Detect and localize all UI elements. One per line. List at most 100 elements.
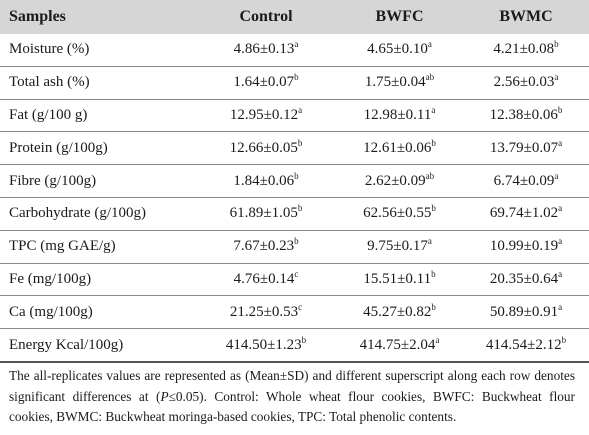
- cell-value: 12.95±0.12: [229, 106, 299, 123]
- cell-value: 61.89±1.05: [229, 205, 298, 222]
- cell-superscript: a: [558, 236, 563, 247]
- cell-value: 13.79±0.07: [489, 139, 559, 156]
- cell-bwfc: 12.61±0.06b: [336, 131, 463, 166]
- cell-control: 414.50±1.23b: [196, 328, 336, 363]
- cell-value: 62.56±0.55: [363, 205, 432, 222]
- cell-bwfc: 4.65±0.10a: [336, 34, 463, 67]
- cell-bwfc: 15.51±0.11b: [336, 263, 463, 297]
- footnote-p-symbol: P: [160, 388, 169, 404]
- cell-superscript: a: [294, 39, 299, 50]
- cell-value: 20.35±0.64: [489, 270, 559, 287]
- cell-superscript: b: [294, 170, 299, 181]
- table-row: Fibre (g/100g) 1.84±0.06b 2.62±0.09ab 6.74±…: [0, 164, 589, 198]
- cell-value: 7.67±0.23: [233, 238, 295, 255]
- cell-bwmc: 2.56±0.03a: [463, 66, 589, 100]
- table-row: Carbohydrate (g/100g) 61.89±1.05b 62.56±0.…: [0, 197, 589, 231]
- cell-value: 4.65±0.10: [367, 41, 428, 58]
- cell-value: 45.27±0.82: [363, 303, 432, 320]
- cell-value: 414.54±2.12: [485, 336, 562, 353]
- cell-bwmc: 414.54±2.12b: [463, 328, 589, 363]
- header-bwmc: BWMC: [463, 0, 589, 34]
- cell-control: 12.66±0.05b: [196, 131, 336, 166]
- table-row: Fat (g/100 g) 12.95±0.12a 12.98±0.11a 12.38…: [0, 99, 589, 133]
- cell-value: 10.99±0.19: [489, 238, 559, 255]
- table-row: Ca (mg/100g) 21.25±0.53c 45.27±0.82b 50.89±…: [0, 295, 589, 330]
- cell-superscript: b: [297, 203, 303, 214]
- composition-table: Samples Control BWFC BWMC Moisture (%) 4.…: [0, 0, 589, 363]
- cell-control: 1.84±0.06b: [196, 164, 336, 198]
- cell-value: 69.74±1.02: [489, 205, 559, 222]
- cell-value: 12.66±0.05: [229, 139, 298, 156]
- cell-superscript: a: [558, 203, 563, 214]
- cell-bwfc: 12.98±0.11a: [336, 99, 463, 133]
- cell-bwfc: 62.56±0.55b: [336, 197, 463, 231]
- cell-superscript: a: [554, 170, 559, 181]
- cell-control: 4.86±0.13a: [196, 34, 336, 67]
- cell-value: 2.62±0.09: [364, 172, 426, 189]
- cell-superscript: b: [297, 137, 303, 148]
- cell-value: 12.61±0.06: [363, 139, 432, 156]
- cell-value: 414.75±2.04: [359, 336, 436, 353]
- cell-value: 9.75±0.17: [367, 238, 428, 255]
- cell-control: 4.76±0.14c: [196, 263, 336, 297]
- cell-value: 4.76±0.14: [233, 270, 295, 287]
- table-body: Moisture (%) 4.86±0.13a 4.65±0.10a 4.21±0.0…: [0, 34, 589, 363]
- cell-superscript: ab: [425, 170, 435, 181]
- cell-value: 21.25±0.53: [229, 303, 299, 320]
- cell-superscript: b: [294, 72, 299, 83]
- table-row: Fe (mg/100g) 4.76±0.14c 15.51±0.11b 20.35±0…: [0, 263, 589, 297]
- cell-control: 7.67±0.23b: [196, 230, 336, 264]
- table-row: Moisture (%) 4.86±0.13a 4.65±0.10a 4.21±0.0…: [0, 34, 589, 67]
- cell-superscript: ab: [425, 72, 435, 83]
- cell-superscript: b: [294, 236, 299, 247]
- cell-value: 6.74±0.09: [493, 172, 555, 189]
- table-header: Samples Control BWFC BWMC: [0, 0, 589, 34]
- cell-superscript: a: [298, 104, 303, 115]
- cell-bwmc: 13.79±0.07a: [463, 131, 589, 166]
- cell-superscript: b: [431, 203, 436, 214]
- cell-value: 4.86±0.13: [233, 41, 295, 58]
- cell-superscript: b: [561, 334, 567, 345]
- cell-value: 15.51±0.11: [363, 270, 432, 287]
- table-row: Energy Kcal/100g) 414.50±1.23b 414.75±2.04…: [0, 328, 589, 363]
- cell-value: 50.89±0.91: [489, 303, 559, 320]
- cell-bwmc: 69.74±1.02a: [463, 197, 589, 231]
- row-label: Fibre (g/100g): [0, 164, 196, 198]
- cell-superscript: b: [431, 268, 436, 279]
- cell-superscript: a: [431, 104, 436, 115]
- cell-value: 12.38±0.06: [489, 106, 558, 123]
- cell-value: 1.75±0.04: [364, 74, 426, 91]
- table-row: Protein (g/100g) 12.66±0.05b 12.61±0.06b 13…: [0, 131, 589, 166]
- cell-value: 1.64±0.07: [233, 74, 295, 91]
- cell-bwmc: 4.21±0.08b: [463, 34, 589, 67]
- cell-control: 61.89±1.05b: [196, 197, 336, 231]
- row-label: TPC (mg GAE/g): [0, 230, 196, 264]
- cell-superscript: b: [554, 39, 559, 50]
- cell-superscript: a: [554, 72, 559, 83]
- cell-value: 2.56±0.03: [493, 74, 555, 91]
- cell-superscript: a: [558, 137, 563, 148]
- cell-control: 21.25±0.53c: [196, 295, 336, 330]
- cell-superscript: a: [558, 268, 563, 279]
- cell-value: 1.84±0.06: [233, 172, 295, 189]
- header-control: Control: [196, 0, 336, 34]
- header-row: Samples Control BWFC BWMC: [0, 0, 589, 34]
- row-label: Energy Kcal/100g): [0, 328, 196, 363]
- cell-superscript: a: [427, 39, 432, 50]
- cell-superscript: b: [431, 137, 436, 148]
- header-bwfc: BWFC: [336, 0, 463, 34]
- cell-bwfc: 2.62±0.09ab: [336, 164, 463, 198]
- cell-bwmc: 50.89±0.91a: [463, 295, 589, 330]
- cell-superscript: c: [298, 301, 303, 312]
- header-samples: Samples: [0, 0, 196, 34]
- cell-superscript: a: [558, 301, 563, 312]
- footnote-text-start: The all-replicates values are represente…: [9, 368, 575, 404]
- cell-superscript: b: [431, 301, 436, 312]
- cell-superscript: c: [294, 268, 299, 279]
- table-row: TPC (mg GAE/g) 7.67±0.23b 9.75±0.17a 10.99±…: [0, 230, 589, 264]
- table-footnote: The all-replicates values are represente…: [9, 366, 575, 428]
- cell-control: 1.64±0.07b: [196, 66, 336, 100]
- cell-bwfc: 1.75±0.04ab: [336, 66, 463, 100]
- cell-control: 12.95±0.12a: [196, 99, 336, 133]
